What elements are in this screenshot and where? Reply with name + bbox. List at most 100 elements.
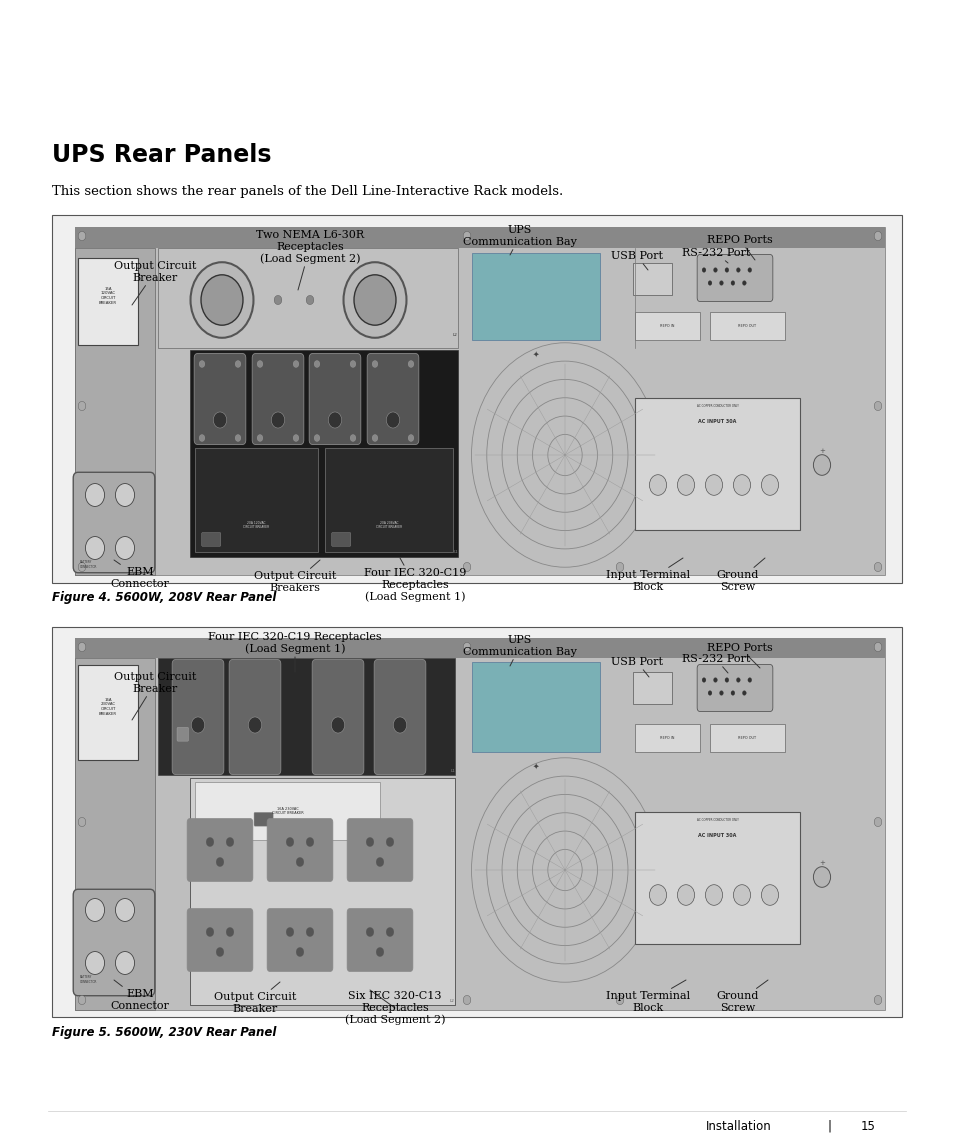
Circle shape [350,435,355,442]
Circle shape [375,947,383,956]
Circle shape [192,717,205,733]
Circle shape [234,361,240,368]
Text: Output Circuit
Breakers: Output Circuit Breakers [253,560,335,593]
FancyBboxPatch shape [697,254,772,301]
Text: Figure 4. 5600W, 208V Rear Panel: Figure 4. 5600W, 208V Rear Panel [52,591,276,605]
FancyBboxPatch shape [635,311,700,340]
Circle shape [314,435,319,442]
Circle shape [257,435,263,442]
Circle shape [331,717,344,733]
Circle shape [707,690,711,695]
Text: 20A 208VAC
CIRCUIT BREAKER: 20A 208VAC CIRCUIT BREAKER [375,521,401,529]
Circle shape [86,951,105,974]
FancyBboxPatch shape [75,248,154,575]
Text: 15A
120VAC
CIRCUIT
BREAKER: 15A 120VAC CIRCUIT BREAKER [99,287,117,305]
Text: USB Port: USB Port [610,251,662,270]
Text: |: | [827,1120,831,1132]
Circle shape [328,412,341,428]
Circle shape [701,678,705,682]
Text: This section shows the rear panels of the Dell Line-Interactive Rack models.: This section shows the rear panels of th… [52,185,562,198]
Text: Four IEC 320-C19
Receptacles
(Load Segment 1): Four IEC 320-C19 Receptacles (Load Segme… [363,558,466,602]
FancyBboxPatch shape [75,638,884,658]
Circle shape [295,947,303,956]
Circle shape [701,268,705,273]
Text: Ground
Screw: Ground Screw [716,980,767,1013]
Circle shape [216,858,224,867]
Circle shape [286,927,294,937]
Circle shape [730,690,734,695]
Circle shape [271,412,284,428]
Text: 15: 15 [860,1120,875,1132]
Circle shape [274,295,281,305]
Circle shape [463,995,471,1004]
Circle shape [616,562,623,571]
FancyBboxPatch shape [187,819,253,882]
FancyBboxPatch shape [194,782,379,840]
Text: UPS Rear Panels: UPS Rear Panels [52,143,272,167]
Circle shape [873,562,881,571]
Circle shape [393,717,406,733]
Circle shape [257,361,263,368]
Circle shape [354,275,395,325]
Circle shape [306,837,314,846]
FancyBboxPatch shape [309,354,360,444]
Text: L1: L1 [453,550,457,553]
FancyBboxPatch shape [158,248,457,348]
FancyBboxPatch shape [52,215,901,583]
Circle shape [78,231,86,240]
FancyBboxPatch shape [472,253,599,340]
Circle shape [115,951,134,974]
Text: AC COPPER CONDUCTOR ONLY: AC COPPER CONDUCTOR ONLY [696,404,738,408]
Circle shape [386,412,399,428]
Text: UPS
Communication Bay: UPS Communication Bay [462,635,577,666]
FancyBboxPatch shape [201,532,220,546]
FancyBboxPatch shape [267,819,333,882]
Circle shape [248,717,261,733]
Circle shape [115,899,134,922]
Text: BATTERY
CONNECTOR: BATTERY CONNECTOR [80,976,97,984]
FancyBboxPatch shape [190,350,457,556]
FancyBboxPatch shape [252,354,303,444]
Text: Output Circuit
Breaker: Output Circuit Breaker [113,261,196,305]
Text: Input Terminal
Block: Input Terminal Block [605,980,689,1013]
FancyBboxPatch shape [229,660,280,774]
FancyBboxPatch shape [73,472,154,572]
Text: REPO Ports: REPO Ports [706,235,772,260]
Text: ✦: ✦ [533,349,538,358]
FancyBboxPatch shape [374,660,425,774]
Circle shape [115,537,134,560]
Circle shape [216,947,224,956]
Circle shape [463,231,471,240]
FancyBboxPatch shape [78,258,138,345]
Circle shape [372,361,377,368]
Circle shape [86,483,105,506]
Circle shape [213,412,227,428]
Text: BATTERY
CONNECTOR: BATTERY CONNECTOR [80,560,97,569]
Circle shape [286,837,294,846]
Circle shape [736,678,740,682]
Circle shape [733,475,750,496]
FancyBboxPatch shape [75,638,884,1010]
Circle shape [78,562,86,571]
Text: Four IEC 320-C19 Receptacles
(Load Segment 1): Four IEC 320-C19 Receptacles (Load Segme… [208,632,381,672]
Circle shape [306,295,314,305]
Circle shape [343,262,406,338]
Circle shape [719,281,722,285]
Text: Two NEMA L6-30R
Receptacles
(Load Segment 2): Two NEMA L6-30R Receptacles (Load Segmen… [255,230,364,290]
Text: USB Port: USB Port [610,657,662,677]
Circle shape [366,927,374,937]
FancyBboxPatch shape [73,890,154,996]
Circle shape [78,402,86,411]
Circle shape [366,837,374,846]
Circle shape [115,483,134,506]
FancyBboxPatch shape [312,660,363,774]
Circle shape [206,927,213,937]
Text: RS-232 Port: RS-232 Port [681,248,749,263]
Text: L1: L1 [450,768,455,773]
Circle shape [760,885,778,906]
Circle shape [375,858,383,867]
Text: Ground
Screw: Ground Screw [716,558,764,592]
Text: 16A
230VAC
CIRCUIT
BREAKER: 16A 230VAC CIRCUIT BREAKER [99,697,117,716]
Circle shape [704,475,721,496]
Circle shape [747,268,751,273]
